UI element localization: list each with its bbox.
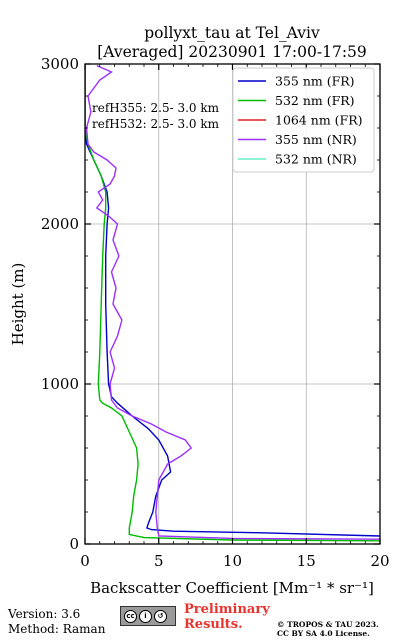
x-tick-label: 20	[370, 552, 389, 570]
legend-label: 532 nm (FR)	[275, 93, 355, 108]
preliminary-results-label: Preliminary Results.	[184, 602, 270, 632]
y-axis-label: Height (m)	[9, 263, 27, 346]
series-line-355-nm-nr	[85, 64, 380, 540]
y-tick-label: 1000	[41, 375, 79, 393]
x-tick-label: 5	[154, 552, 164, 570]
legend-label: 355 nm (FR)	[275, 74, 355, 89]
series-lines	[85, 64, 380, 542]
legend-box	[232, 67, 375, 173]
y-tick-label: 3000	[41, 55, 79, 73]
x-tick-label: 0	[80, 552, 90, 570]
copyright-text: © TROPOS & TAU 2023. CC BY SA 4.0 Licens…	[277, 620, 379, 638]
legend-label: 532 nm (NR)	[275, 152, 357, 167]
axis-ticks: 0 5 10 15 20 0 1000 2000 3000	[41, 55, 390, 570]
y-tick-label: 0	[69, 535, 79, 553]
series-line-532-nm-fr	[85, 64, 380, 542]
x-tick-label: 10	[223, 552, 242, 570]
x-tick-label: 15	[297, 552, 316, 570]
version-text: Version: 3.6	[8, 607, 81, 621]
legend: 355 nm (FR) 532 nm (FR) 1064 nm (FR) 355 nm…	[232, 67, 375, 173]
legend-label: 1064 nm (FR)	[275, 113, 363, 128]
x-axis-label: Backscatter Coefficient [Mm⁻¹ * sr⁻¹]	[90, 579, 374, 597]
ref-height-355-annotation: refH355: 2.5- 3.0 km	[92, 101, 220, 115]
cc-icon: cc	[124, 609, 137, 623]
ref-height-532-annotation: refH532: 2.5- 3.0 km	[92, 117, 220, 131]
chart-title-line2: [Averaged] 20230901 17:00-17:59	[97, 43, 367, 61]
cc-license-badge: cc i ↺	[120, 606, 176, 626]
attribution-icon: i	[139, 609, 152, 623]
chart-title-line1: pollyxt_tau at Tel_Aviv	[144, 24, 320, 42]
y-tick-label: 2000	[41, 215, 79, 233]
share-alike-icon: ↺	[154, 609, 167, 623]
legend-label: 355 nm (NR)	[275, 132, 357, 147]
method-text: Method: Raman	[8, 622, 106, 636]
